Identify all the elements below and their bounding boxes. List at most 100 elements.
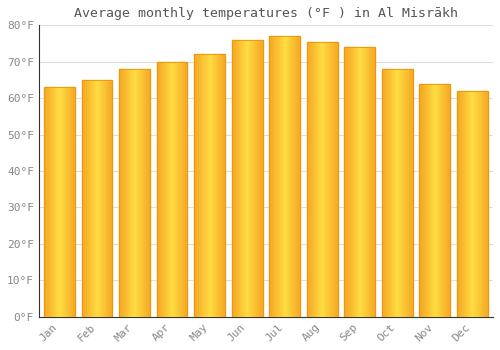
Bar — [156, 62, 188, 317]
Bar — [362, 47, 363, 317]
Bar — [182, 62, 184, 317]
Bar — [91, 80, 92, 317]
Bar — [368, 47, 369, 317]
Bar — [239, 40, 240, 317]
Bar — [461, 91, 462, 317]
Bar — [100, 80, 101, 317]
Bar — [184, 62, 186, 317]
Bar — [290, 36, 291, 317]
Bar — [241, 40, 242, 317]
Bar — [293, 36, 294, 317]
Bar — [466, 91, 468, 317]
Bar — [336, 42, 338, 317]
Bar — [474, 91, 476, 317]
Bar — [120, 69, 121, 317]
Bar — [136, 69, 138, 317]
Bar — [334, 42, 336, 317]
Bar — [286, 36, 287, 317]
Bar — [292, 36, 293, 317]
Bar — [434, 84, 435, 317]
Bar — [222, 55, 223, 317]
Bar — [348, 47, 350, 317]
Bar — [363, 47, 364, 317]
Bar — [94, 80, 95, 317]
Bar — [93, 80, 94, 317]
Bar — [218, 55, 219, 317]
Bar — [402, 69, 404, 317]
Bar — [212, 55, 214, 317]
Bar — [237, 40, 238, 317]
Bar — [82, 80, 84, 317]
Bar — [68, 87, 70, 317]
Bar — [124, 69, 126, 317]
Bar — [233, 40, 234, 317]
Bar — [149, 69, 150, 317]
Bar — [464, 91, 465, 317]
Bar — [394, 69, 396, 317]
Bar — [382, 69, 383, 317]
Bar — [460, 91, 461, 317]
Bar — [145, 69, 146, 317]
Bar — [408, 69, 410, 317]
Bar — [398, 69, 400, 317]
Bar — [280, 36, 281, 317]
Bar — [123, 69, 124, 317]
Bar — [177, 62, 178, 317]
Bar — [476, 91, 478, 317]
Bar — [196, 55, 198, 317]
Bar — [374, 47, 375, 317]
Bar — [165, 62, 166, 317]
Title: Average monthly temperatures (°F ) in Al Misrākh: Average monthly temperatures (°F ) in Al… — [74, 7, 458, 20]
Bar — [158, 62, 160, 317]
Bar — [404, 69, 406, 317]
Bar — [236, 40, 237, 317]
Bar — [472, 91, 474, 317]
Bar — [282, 36, 284, 317]
Bar — [164, 62, 165, 317]
Bar — [96, 80, 97, 317]
Bar — [175, 62, 176, 317]
Bar — [444, 84, 445, 317]
Bar — [249, 40, 250, 317]
Bar — [74, 87, 75, 317]
Bar — [105, 80, 106, 317]
Bar — [431, 84, 432, 317]
Bar — [138, 69, 140, 317]
Bar — [54, 87, 56, 317]
Bar — [173, 62, 174, 317]
Bar — [386, 69, 387, 317]
Bar — [295, 36, 296, 317]
Bar — [256, 40, 258, 317]
Bar — [487, 91, 488, 317]
Bar — [245, 40, 246, 317]
Bar — [156, 62, 158, 317]
Bar — [457, 91, 458, 317]
Bar — [258, 40, 260, 317]
Bar — [214, 55, 216, 317]
Bar — [312, 42, 313, 317]
Bar — [344, 47, 375, 317]
Bar — [391, 69, 392, 317]
Bar — [360, 47, 361, 317]
Bar — [62, 87, 64, 317]
Bar — [161, 62, 162, 317]
Bar — [270, 36, 300, 317]
Bar — [121, 69, 122, 317]
Bar — [428, 84, 430, 317]
Bar — [320, 42, 321, 317]
Bar — [311, 42, 312, 317]
Bar — [315, 42, 316, 317]
Bar — [436, 84, 437, 317]
Bar — [288, 36, 289, 317]
Bar — [232, 40, 233, 317]
Bar — [66, 87, 68, 317]
Bar — [317, 42, 318, 317]
Bar — [171, 62, 172, 317]
Bar — [235, 40, 236, 317]
Bar — [437, 84, 438, 317]
Bar — [204, 55, 206, 317]
Bar — [240, 40, 241, 317]
Bar — [86, 80, 88, 317]
Bar — [95, 80, 96, 317]
Bar — [169, 62, 170, 317]
